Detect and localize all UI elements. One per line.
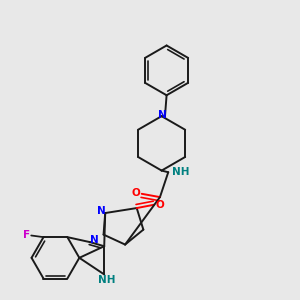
Text: O: O [131, 188, 140, 198]
Text: N: N [158, 110, 167, 120]
Text: N: N [90, 236, 98, 245]
Text: F: F [23, 230, 30, 241]
Text: N: N [97, 206, 105, 216]
Text: O: O [156, 200, 164, 210]
Text: NH: NH [98, 275, 116, 285]
Text: NH: NH [172, 167, 189, 177]
